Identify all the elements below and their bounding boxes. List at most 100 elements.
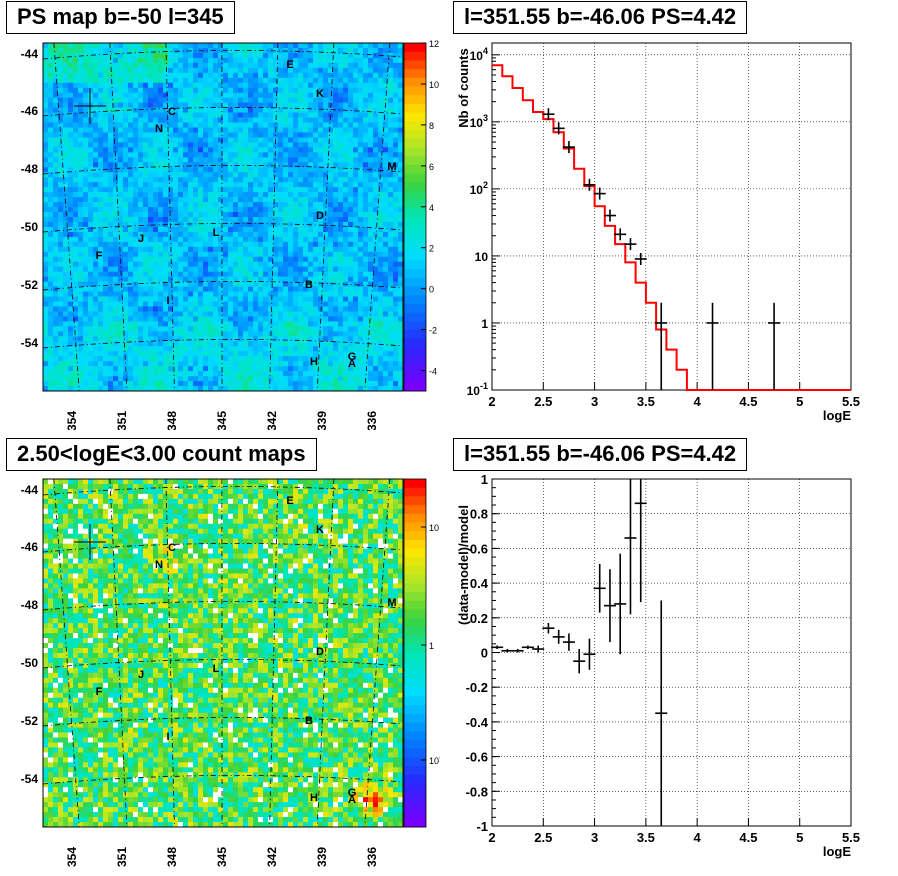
spectrum-x-axis-label: logE [823,408,851,423]
source-label-D: D [316,210,324,222]
lon-tick-label: 354 [65,847,79,867]
residuals-x-tick-label: 4.5 [739,830,757,845]
residual-point [614,554,626,655]
residual-point [512,649,524,652]
residual-point [532,646,544,653]
lat-tick-label: -46 [21,104,39,118]
lon-tick-label: 351 [115,411,129,430]
residuals-x-tick-label: 4 [694,830,702,845]
source-label-A: A [348,794,356,806]
residuals-x-tick-label: 5 [796,830,803,845]
spectrum-x-tick-label: 5 [796,394,803,409]
source-label-F: F [96,250,103,262]
colorbar [404,479,426,827]
residual-point [553,630,565,644]
source-label-B: B [305,715,313,727]
spectrum-y-tick-label: 10 [475,250,489,264]
spectrum-y-tick-label: 103 [470,113,488,130]
colorbar-tick-label: 10 [429,80,439,90]
lat-tick-label: -54 [21,772,39,786]
lon-tick-label: 348 [165,411,179,430]
source-label-N: N [155,559,163,571]
source-label-N: N [155,123,163,135]
source-label-I: I [166,731,169,743]
source-label-K: K [316,88,324,100]
lat-tick-label: -44 [21,47,39,61]
ps-map-title: PS map b=-50 l=345 [6,1,235,34]
colorbar-tick-label: 10-1 [429,755,440,766]
spectrum-frame [492,43,851,390]
colorbar-tick-label: -2 [429,326,437,336]
colorbar-tick-label: 8 [429,121,434,131]
source-label-H: H [310,792,318,804]
residuals-grid [492,479,851,826]
spectrum-x-tick-label: 4 [694,394,702,409]
source-label-M: M [387,161,396,173]
residuals-y-tick-label: 0.8 [470,507,488,522]
residuals-y-tick-label: 1 [481,472,488,487]
lon-tick-label: 348 [165,847,179,867]
residual-point [655,600,667,826]
residuals-y-tick-label: -0.8 [466,784,488,799]
data-point [768,303,780,390]
colorbar [404,43,426,391]
count-map-title: 2.50<logE<3.00 count maps [6,438,317,471]
source-label-K: K [316,524,324,536]
source-label-B: B [305,279,313,291]
source-label-A: A [348,358,356,370]
residuals-y-tick-label: -0.2 [466,680,488,695]
spectrum-x-tick-label: 3 [591,394,598,409]
spectrum-y-tick-label: 10-1 [467,381,488,398]
colorbar-tick-label: 2 [429,244,434,254]
source-label-L: L [213,663,220,675]
source-label-D: D [316,646,324,658]
lat-tick-label: -52 [21,714,39,728]
residual-point [624,479,636,614]
residuals-y-tick-label: -1 [476,819,488,834]
spectrum-x-tick-label: 3.5 [637,394,655,409]
residual-point [501,649,513,652]
residual-point [542,623,554,633]
residuals-y-tick-label: 0.2 [470,611,488,626]
residual-point [583,639,595,670]
source-label-E: E [286,59,293,71]
data-point [707,303,719,390]
spectrum-x-tick-label: 4.5 [739,394,757,409]
spectrum-x-tick-label: 2 [488,394,495,409]
source-label-L: L [213,227,220,239]
lat-tick-label: -52 [21,278,39,292]
lat-tick-label: -50 [21,220,39,234]
lon-tick-label: 354 [65,411,79,430]
source-label-C: C [168,106,176,118]
residuals-frame [492,479,851,826]
source-label-F: F [96,686,103,698]
residuals-x-tick-label: 2 [488,830,495,845]
residuals-y-tick-label: 0.6 [470,541,488,556]
map-cells [43,479,403,827]
lat-tick-label: -48 [21,162,39,176]
residuals-x-tick-label: 2.5 [534,830,552,845]
spectrum-y-tick-label: 102 [470,180,488,197]
residuals-x-axis-label: logE [823,844,851,859]
source-label-E: E [286,495,293,507]
spectrum-y-axis-label: Nb of counts [456,48,471,127]
lon-tick-label: 351 [115,847,129,867]
residuals-y-axis-label: (data-model)/model [456,505,471,625]
counts-spectrum-title: l=351.55 b=-46.06 PS=4.42 [453,1,747,34]
lat-tick-label: -50 [21,656,39,670]
colorbar-tick-label: -4 [429,367,437,377]
lat-tick-label: -46 [21,540,39,554]
colorbar-tick-label: 12 [429,39,439,49]
source-label-C: C [168,542,176,554]
lon-tick-label: 336 [365,411,379,430]
residuals-y-tick-label: 0.4 [470,576,489,591]
residual-point [491,646,503,649]
residual-point [635,479,647,602]
residuals-x-tick-label: 5.5 [842,830,860,845]
